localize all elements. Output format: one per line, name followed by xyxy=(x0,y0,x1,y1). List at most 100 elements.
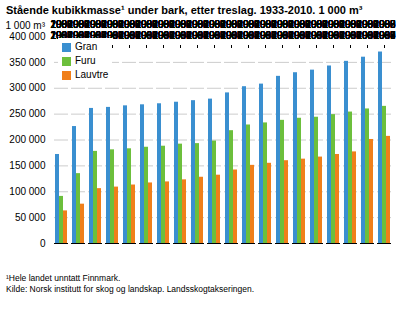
svg-text:2009: 2009 xyxy=(101,18,124,30)
svg-text:1998: 1998 xyxy=(67,18,90,30)
svg-text:2007: 2007 xyxy=(373,19,396,30)
svg-text:1990: 1990 xyxy=(373,19,396,30)
svg-text:2007: 2007 xyxy=(50,18,73,30)
svg-text:1991: 1991 xyxy=(373,30,396,41)
svg-text:2007: 2007 xyxy=(135,18,158,30)
svg-text:1967: 1967 xyxy=(373,30,396,41)
svg-text:1988: 1988 xyxy=(118,18,141,30)
svg-text:2000: 2000 xyxy=(84,18,107,30)
svg-text:1992: 1992 xyxy=(152,18,175,30)
svg-text:200 000: 200 000 xyxy=(9,134,46,145)
svg-text:1933: 1933 xyxy=(101,18,124,30)
svg-text:1990: 1990 xyxy=(67,18,90,30)
svg-text:2005: 2005 xyxy=(50,18,73,30)
svg-text:1988: 1988 xyxy=(50,18,73,30)
svg-text:1998: 1998 xyxy=(101,18,124,30)
svg-text:1933: 1933 xyxy=(50,18,73,30)
svg-text:2004: 2004 xyxy=(373,30,396,41)
svg-text:1999: 1999 xyxy=(373,30,396,41)
svg-text:1933: 1933 xyxy=(373,19,396,30)
svg-text:1998: 1998 xyxy=(84,18,107,30)
svg-text:2006: 2006 xyxy=(373,30,396,41)
svg-text:1998: 1998 xyxy=(118,18,141,30)
svg-text:1933: 1933 xyxy=(135,18,158,30)
svg-text:2007: 2007 xyxy=(67,18,90,30)
svg-text:1992: 1992 xyxy=(118,18,141,30)
svg-text:150 000: 150 000 xyxy=(9,160,46,171)
svg-text:2000: 2000 xyxy=(118,18,141,30)
svg-text:2005: 2005 xyxy=(84,18,107,30)
svg-text:1986: 1986 xyxy=(118,18,141,30)
svg-text:2000: 2000 xyxy=(101,18,124,30)
svg-text:1990: 1990 xyxy=(135,18,158,30)
svg-text:2000: 2000 xyxy=(373,19,396,30)
svg-text:2009: 2009 xyxy=(373,19,396,30)
svg-text:1990: 1990 xyxy=(101,18,124,30)
svg-text:1990: 1990 xyxy=(84,18,107,30)
svg-text:1 000 m³: 1 000 m³ xyxy=(6,20,46,31)
svg-text:1998: 1998 xyxy=(135,18,158,30)
svg-text:50 000: 50 000 xyxy=(15,212,46,223)
svg-text:2009: 2009 xyxy=(84,18,107,30)
svg-text:1992: 1992 xyxy=(101,18,124,30)
svg-text:2007: 2007 xyxy=(118,18,141,30)
svg-text:300 000: 300 000 xyxy=(9,82,46,93)
svg-text:2005: 2005 xyxy=(118,18,141,30)
svg-text:1988: 1988 xyxy=(101,18,124,30)
svg-text:1986: 1986 xyxy=(135,18,158,30)
html-text:Stående kubikkmasse¹ under bar: Stående kubikkmasse¹ under bark, etter t… xyxy=(6,4,363,16)
svg-text:1992: 1992 xyxy=(135,18,158,30)
svg-text:1988: 1988 xyxy=(373,19,396,30)
svg-text:1992: 1992 xyxy=(84,18,107,30)
svg-text:1987: 1987 xyxy=(373,30,396,41)
svg-text:1990: 1990 xyxy=(118,18,141,30)
svg-text:1998: 1998 xyxy=(373,19,396,30)
svg-text:2000: 2000 xyxy=(152,18,175,30)
svg-text:2005: 2005 xyxy=(135,18,158,30)
svg-text:2000: 2000 xyxy=(135,18,158,30)
svg-text:2010: 2010 xyxy=(373,30,396,41)
svg-text:2000: 2000 xyxy=(50,18,73,30)
svg-text:1986: 1986 xyxy=(50,18,73,30)
svg-text:1989: 1989 xyxy=(373,30,396,41)
svg-text:1933: 1933 xyxy=(67,18,90,30)
svg-text:400 000: 400 000 xyxy=(9,31,46,42)
svg-text:1986: 1986 xyxy=(152,18,175,30)
svg-text:0: 0 xyxy=(40,238,46,249)
svg-text:2005: 2005 xyxy=(152,18,175,30)
svg-text:1986: 1986 xyxy=(67,18,90,30)
svg-text:2008: 2008 xyxy=(373,30,396,41)
svg-text:2007: 2007 xyxy=(101,18,124,30)
svg-text:1998: 1998 xyxy=(152,18,175,30)
svg-text:2009: 2009 xyxy=(135,18,158,30)
svg-text:1992: 1992 xyxy=(373,19,396,30)
svg-text:1992: 1992 xyxy=(67,18,90,30)
svg-text:1986: 1986 xyxy=(84,18,107,30)
svg-text:1993: 1993 xyxy=(373,30,396,41)
svg-text:350 000: 350 000 xyxy=(9,57,46,68)
svg-text:2009: 2009 xyxy=(50,18,73,30)
svg-text:1986: 1986 xyxy=(101,18,124,30)
svg-text:2007: 2007 xyxy=(84,18,107,30)
svg-text:250 000: 250 000 xyxy=(9,108,46,119)
svg-text:2005: 2005 xyxy=(67,18,90,30)
svg-text:1988: 1988 xyxy=(84,18,107,30)
svg-text:100 000: 100 000 xyxy=(9,186,46,197)
svg-text:2007: 2007 xyxy=(152,18,175,30)
svg-text:1988: 1988 xyxy=(135,18,158,30)
svg-text:2000: 2000 xyxy=(67,18,90,30)
svg-text:1992: 1992 xyxy=(50,18,73,30)
svg-text:1933: 1933 xyxy=(152,18,175,30)
svg-text:1933: 1933 xyxy=(84,18,107,30)
svg-text:2005: 2005 xyxy=(101,18,124,30)
svg-text:1990: 1990 xyxy=(50,18,73,30)
svg-text:1986: 1986 xyxy=(373,19,396,30)
svg-text:2009: 2009 xyxy=(67,18,90,30)
svg-text:1933: 1933 xyxy=(118,18,141,30)
svg-text:1990: 1990 xyxy=(152,18,175,30)
svg-text:1988: 1988 xyxy=(152,18,175,30)
svg-text:1988: 1988 xyxy=(67,18,90,30)
svg-text:1998: 1998 xyxy=(50,18,73,30)
svg-text:2005: 2005 xyxy=(373,19,396,30)
svg-text:2009: 2009 xyxy=(118,18,141,30)
